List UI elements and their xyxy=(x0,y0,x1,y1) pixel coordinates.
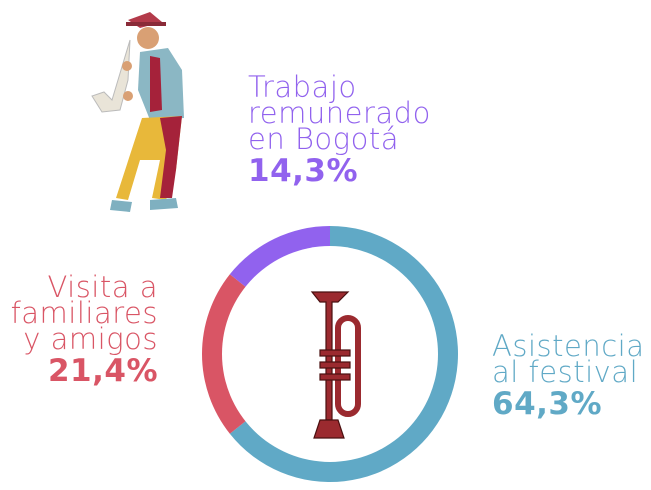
category-name: Visita a familiares y amigos xyxy=(11,270,158,356)
value-label: 21,4% xyxy=(0,354,158,388)
page: Asistencia al festival64,3% Visita a fami… xyxy=(0,0,651,490)
saxophonist-illustration xyxy=(92,12,184,212)
value-label: 64,3% xyxy=(492,387,651,421)
category-name: Asistencia al festival xyxy=(492,329,644,389)
value-label: 14,3% xyxy=(248,154,448,188)
category-name: Trabajo remunerado en Bogotá xyxy=(248,70,431,156)
